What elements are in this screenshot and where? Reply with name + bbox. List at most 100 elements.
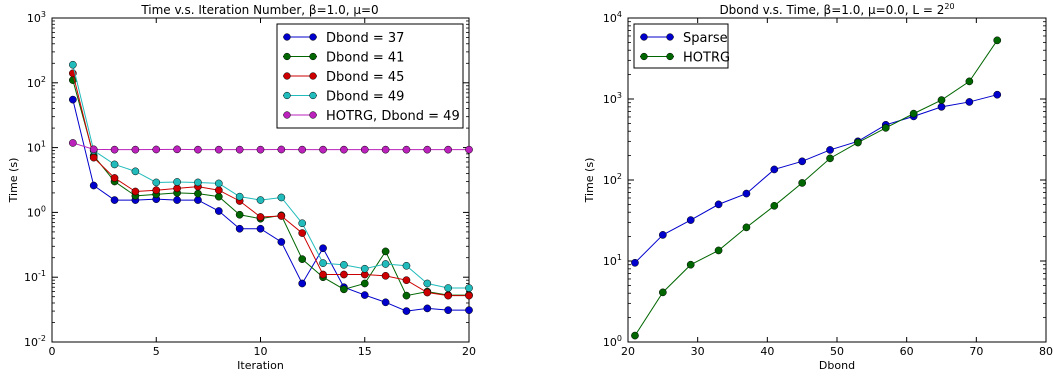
data-point xyxy=(152,178,161,187)
chart-title-main: Dbond v.s. Time, β=1.0, μ=0.0, L = 2 xyxy=(719,3,944,17)
y-tick-base: 10 xyxy=(27,142,41,155)
data-point xyxy=(214,186,223,195)
data-point xyxy=(152,186,161,195)
x-tick-label: 50 xyxy=(830,345,844,358)
y-tick-exponent: 3 xyxy=(617,91,622,100)
data-point xyxy=(110,145,119,154)
data-point xyxy=(465,306,473,315)
data-point xyxy=(194,178,202,187)
y-tick-base: 10 xyxy=(27,206,41,219)
y-tick-base: 10 xyxy=(24,271,38,284)
data-point xyxy=(444,306,452,315)
y-tick-exponent: 4 xyxy=(617,10,622,19)
y-tick-base: 10 xyxy=(603,93,617,106)
data-point xyxy=(770,201,779,210)
legend-marker xyxy=(283,111,291,119)
x-tick-label: 80 xyxy=(1039,345,1053,358)
y-axis-label: Time (s) xyxy=(583,158,596,204)
legend-label: Dbond = 37 xyxy=(326,31,404,46)
data-point xyxy=(110,196,119,204)
data-point xyxy=(798,157,807,166)
data-point xyxy=(277,193,286,202)
y-tick-label: 102 xyxy=(27,75,46,90)
data-point xyxy=(319,259,327,267)
y-tick-exponent: 3 xyxy=(41,10,46,19)
data-point xyxy=(319,270,327,279)
x-tick-label: 10 xyxy=(254,345,268,358)
data-point xyxy=(826,146,834,154)
series-line xyxy=(634,94,998,264)
y-tick-exponent: -2 xyxy=(38,334,46,343)
data-point xyxy=(381,247,390,256)
data-point xyxy=(235,210,244,219)
data-point xyxy=(631,258,639,267)
y-tick-exponent: 2 xyxy=(617,172,622,181)
data-point xyxy=(194,189,202,198)
x-axis-label: Iteration xyxy=(237,359,284,372)
data-point xyxy=(360,264,369,273)
data-point xyxy=(423,288,432,297)
data-point xyxy=(381,260,390,268)
y-tick-label: 10-1 xyxy=(24,269,46,284)
legend-label: Dbond = 45 xyxy=(326,70,404,85)
data-point xyxy=(340,285,348,294)
data-point xyxy=(340,261,348,269)
data-point xyxy=(714,200,723,209)
legend: Sparse HOTRG xyxy=(633,23,730,69)
legend-marker xyxy=(640,33,648,41)
data-point xyxy=(444,291,452,300)
data-point xyxy=(298,145,307,154)
y-tick-label: 101 xyxy=(27,140,46,155)
data-point xyxy=(214,179,223,188)
data-point xyxy=(402,145,411,154)
data-point xyxy=(173,178,181,186)
legend-label: Dbond = 49 xyxy=(326,90,404,105)
x-tick-label: 0 xyxy=(49,345,56,358)
legend: Dbond = 37 Dbond = 41 Dbond = 45 Dbond = 49… xyxy=(276,23,464,129)
data-point xyxy=(402,307,411,315)
y-tick-label: 100 xyxy=(603,334,622,349)
x-tick-label: 15 xyxy=(358,345,372,358)
data-point xyxy=(937,96,946,104)
data-point xyxy=(89,181,98,190)
data-point xyxy=(360,145,369,154)
data-point xyxy=(993,90,1002,99)
data-point xyxy=(340,270,348,279)
data-point xyxy=(69,139,77,147)
data-point xyxy=(256,196,265,204)
chart-title: Time v.s. Iteration Number, β=1.0, μ=0 xyxy=(140,3,378,17)
data-point xyxy=(770,165,779,174)
series xyxy=(69,139,473,154)
x-tick-label: 20 xyxy=(621,345,635,358)
legend-box xyxy=(633,23,729,69)
data-point xyxy=(277,238,286,246)
x-axis-label: Dbond xyxy=(819,359,855,372)
legend-label: Sparse xyxy=(683,31,728,46)
data-point xyxy=(854,138,862,147)
legend-marker xyxy=(309,72,317,80)
y-tick-base: 10 xyxy=(603,174,617,187)
legend-marker xyxy=(666,33,674,41)
x-tick-label: 30 xyxy=(691,345,705,358)
legend-marker xyxy=(309,52,317,61)
data-point xyxy=(742,189,751,198)
data-point xyxy=(381,145,390,154)
series xyxy=(69,95,473,315)
data-point xyxy=(686,260,695,269)
y-tick-base: 10 xyxy=(27,12,41,25)
data-point xyxy=(152,145,161,154)
y-tick-label: 10-2 xyxy=(24,334,46,349)
data-point xyxy=(110,174,119,182)
legend-marker xyxy=(283,33,291,41)
data-point xyxy=(965,98,974,106)
data-point xyxy=(402,291,411,300)
data-point xyxy=(89,153,98,162)
y-tick-base: 10 xyxy=(603,255,617,268)
data-point xyxy=(69,60,77,69)
y-tick-exponent: 1 xyxy=(41,140,46,149)
data-point xyxy=(340,145,348,154)
legend-label: HOTRG, Dbond = 49 xyxy=(326,109,460,124)
data-point xyxy=(465,145,473,154)
